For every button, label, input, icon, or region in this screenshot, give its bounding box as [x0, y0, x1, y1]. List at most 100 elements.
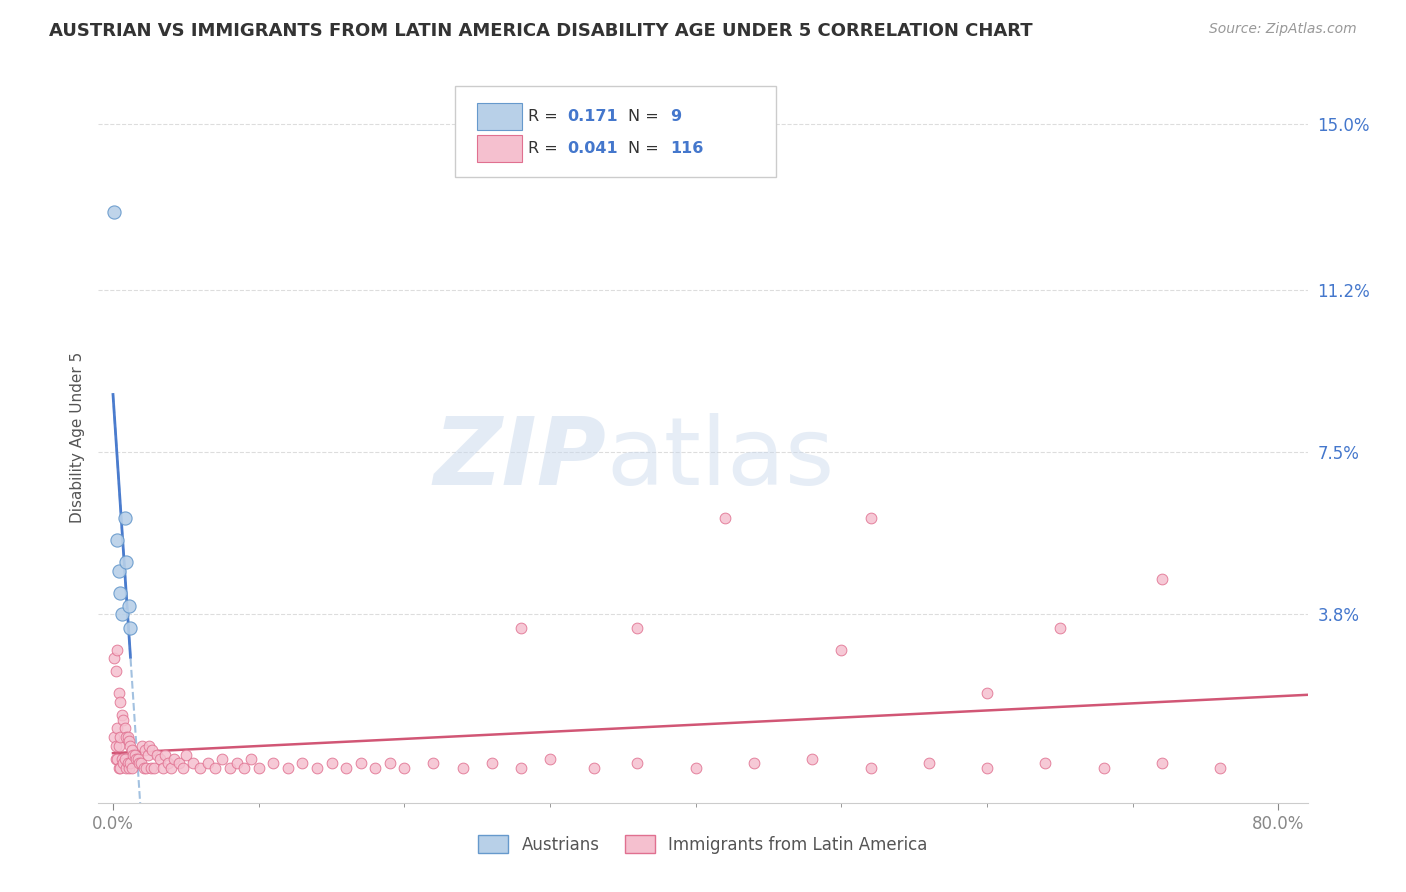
Point — [110, 730, 132, 744]
Point — [121, 743, 143, 757]
Point — [122, 747, 145, 762]
Point — [110, 761, 132, 775]
Point — [174, 747, 197, 762]
Point — [335, 761, 357, 775]
Point — [247, 761, 270, 775]
Point — [918, 756, 941, 771]
Point — [111, 607, 134, 622]
Point — [859, 761, 882, 775]
Point — [160, 761, 183, 775]
Point — [145, 747, 167, 762]
Point — [108, 686, 131, 700]
Point — [1209, 761, 1232, 775]
Point — [108, 564, 131, 578]
Point — [830, 642, 852, 657]
Point — [134, 743, 156, 757]
Point — [152, 761, 174, 775]
Point — [233, 761, 256, 775]
Text: AUSTRIAN VS IMMIGRANTS FROM LATIN AMERICA DISABILITY AGE UNDER 5 CORRELATION CHA: AUSTRIAN VS IMMIGRANTS FROM LATIN AMERIC… — [49, 22, 1033, 40]
Point — [104, 739, 127, 753]
Point — [108, 739, 131, 753]
FancyBboxPatch shape — [477, 103, 522, 130]
Point — [114, 752, 136, 766]
Point — [128, 756, 150, 771]
Point — [211, 752, 233, 766]
Y-axis label: Disability Age Under 5: Disability Age Under 5 — [69, 351, 84, 523]
Point — [1092, 761, 1115, 775]
Point — [111, 708, 134, 723]
Point — [262, 756, 284, 771]
Point — [124, 747, 146, 762]
Point — [115, 555, 138, 569]
Point — [125, 752, 148, 766]
Point — [218, 761, 240, 775]
Point — [105, 642, 128, 657]
Point — [132, 761, 155, 775]
Point — [976, 761, 998, 775]
Text: 0.041: 0.041 — [568, 141, 619, 156]
Point — [197, 756, 219, 771]
Point — [118, 734, 141, 748]
Point — [172, 761, 194, 775]
Point — [105, 722, 128, 736]
Text: Source: ZipAtlas.com: Source: ZipAtlas.com — [1209, 22, 1357, 37]
Point — [127, 752, 149, 766]
Point — [291, 756, 314, 771]
Point — [120, 621, 142, 635]
Point — [118, 761, 141, 775]
Point — [155, 747, 177, 762]
Point — [138, 739, 160, 753]
Point — [103, 651, 125, 665]
Point — [167, 756, 190, 771]
Point — [103, 204, 125, 219]
Point — [394, 761, 416, 775]
Point — [115, 761, 138, 775]
Point — [801, 752, 824, 766]
Point — [190, 761, 212, 775]
Point — [115, 730, 138, 744]
Point — [321, 756, 343, 771]
Point — [117, 756, 139, 771]
Point — [141, 743, 163, 757]
Point — [685, 761, 707, 775]
Point — [225, 756, 247, 771]
Point — [149, 752, 172, 766]
Point — [714, 511, 737, 525]
Point — [105, 752, 128, 766]
FancyBboxPatch shape — [477, 135, 522, 162]
Text: N =: N = — [628, 109, 664, 124]
Text: 116: 116 — [671, 141, 704, 156]
Point — [110, 695, 132, 709]
Point — [129, 756, 152, 771]
Point — [114, 511, 136, 525]
Point — [104, 665, 127, 679]
Point — [1150, 756, 1173, 771]
Point — [181, 756, 204, 771]
Point — [120, 756, 142, 771]
Point — [112, 756, 135, 771]
Point — [364, 761, 387, 775]
Text: atlas: atlas — [606, 413, 835, 505]
Point — [277, 761, 299, 775]
Point — [117, 730, 139, 744]
Point — [305, 761, 328, 775]
FancyBboxPatch shape — [456, 86, 776, 178]
Point — [135, 761, 157, 775]
Point — [104, 752, 127, 766]
Text: 9: 9 — [671, 109, 682, 124]
Point — [111, 752, 134, 766]
Point — [240, 752, 263, 766]
Text: N =: N = — [628, 141, 664, 156]
Point — [626, 621, 648, 635]
Text: ZIP: ZIP — [433, 413, 606, 505]
Point — [118, 599, 141, 613]
Point — [509, 761, 531, 775]
Text: 0.171: 0.171 — [568, 109, 619, 124]
Point — [204, 761, 226, 775]
Point — [110, 585, 132, 599]
Point — [114, 722, 136, 736]
Point — [108, 761, 131, 775]
Point — [582, 761, 605, 775]
Point — [139, 761, 162, 775]
Point — [121, 761, 143, 775]
